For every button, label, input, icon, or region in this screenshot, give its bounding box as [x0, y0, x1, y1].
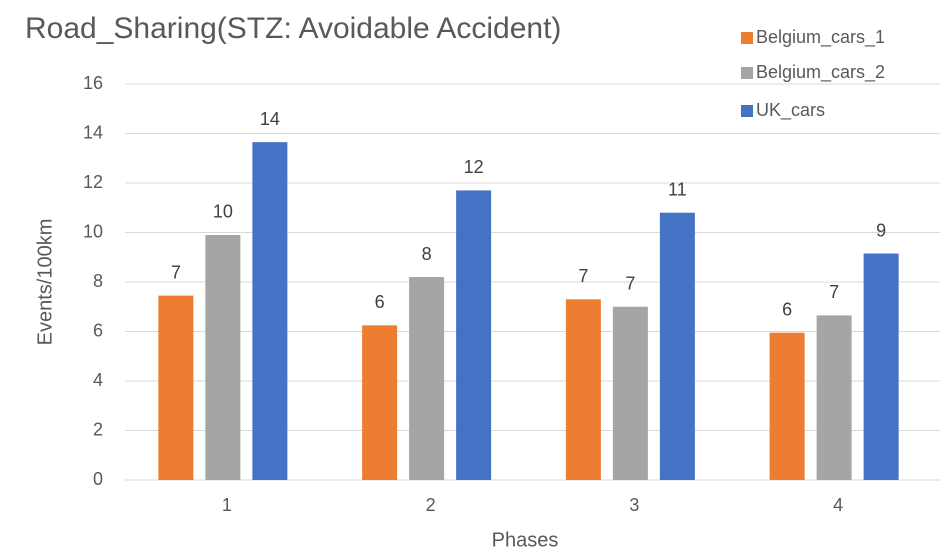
chart-title: Road_Sharing(STZ: Avoidable Accident) [25, 12, 561, 45]
legend-swatch [741, 105, 753, 117]
data-label: 14 [260, 109, 280, 129]
legend-swatch [741, 32, 753, 44]
data-label: 7 [578, 266, 588, 286]
data-label: 12 [464, 157, 484, 177]
bar [659, 212, 695, 480]
x-tick-label: 3 [629, 495, 639, 515]
x-tick-label: 1 [222, 495, 232, 515]
data-label: 6 [782, 299, 792, 319]
y-tick-label: 2 [93, 419, 103, 439]
y-axis-label: Events/100km [34, 219, 56, 346]
y-tick-label: 4 [93, 370, 103, 390]
bar [158, 295, 194, 480]
x-axis-label: Phases [492, 529, 559, 551]
bar [252, 142, 288, 480]
data-label: 10 [213, 202, 233, 222]
data-label: 8 [422, 244, 432, 264]
bar [456, 190, 492, 481]
y-tick-label: 0 [93, 469, 103, 489]
bar [863, 253, 899, 480]
bar [769, 332, 805, 480]
legend-label: UK_cars [756, 100, 825, 121]
bar [409, 277, 445, 480]
y-tick-label: 8 [93, 271, 103, 291]
bar [205, 234, 241, 480]
y-tick-label: 10 [83, 221, 103, 241]
data-label: 7 [171, 262, 181, 282]
y-tick-label: 16 [83, 73, 103, 93]
data-label: 11 [668, 179, 687, 199]
y-tick-label: 12 [83, 172, 103, 192]
bar [565, 299, 601, 480]
data-label: 7 [625, 274, 635, 294]
y-tick-label: 6 [93, 320, 103, 340]
y-tick-label: 14 [83, 122, 103, 142]
bar [612, 306, 648, 480]
x-tick-label: 4 [833, 495, 843, 515]
data-label: 9 [876, 220, 886, 240]
legend-label: Belgium_cars_2 [756, 62, 885, 83]
bar [816, 315, 852, 480]
data-label: 7 [829, 282, 839, 302]
data-label: 6 [375, 292, 385, 312]
x-tick-label: 2 [426, 495, 436, 515]
legend-label: Belgium_cars_1 [756, 27, 885, 48]
legend-swatch [741, 67, 753, 79]
bar [362, 325, 398, 480]
